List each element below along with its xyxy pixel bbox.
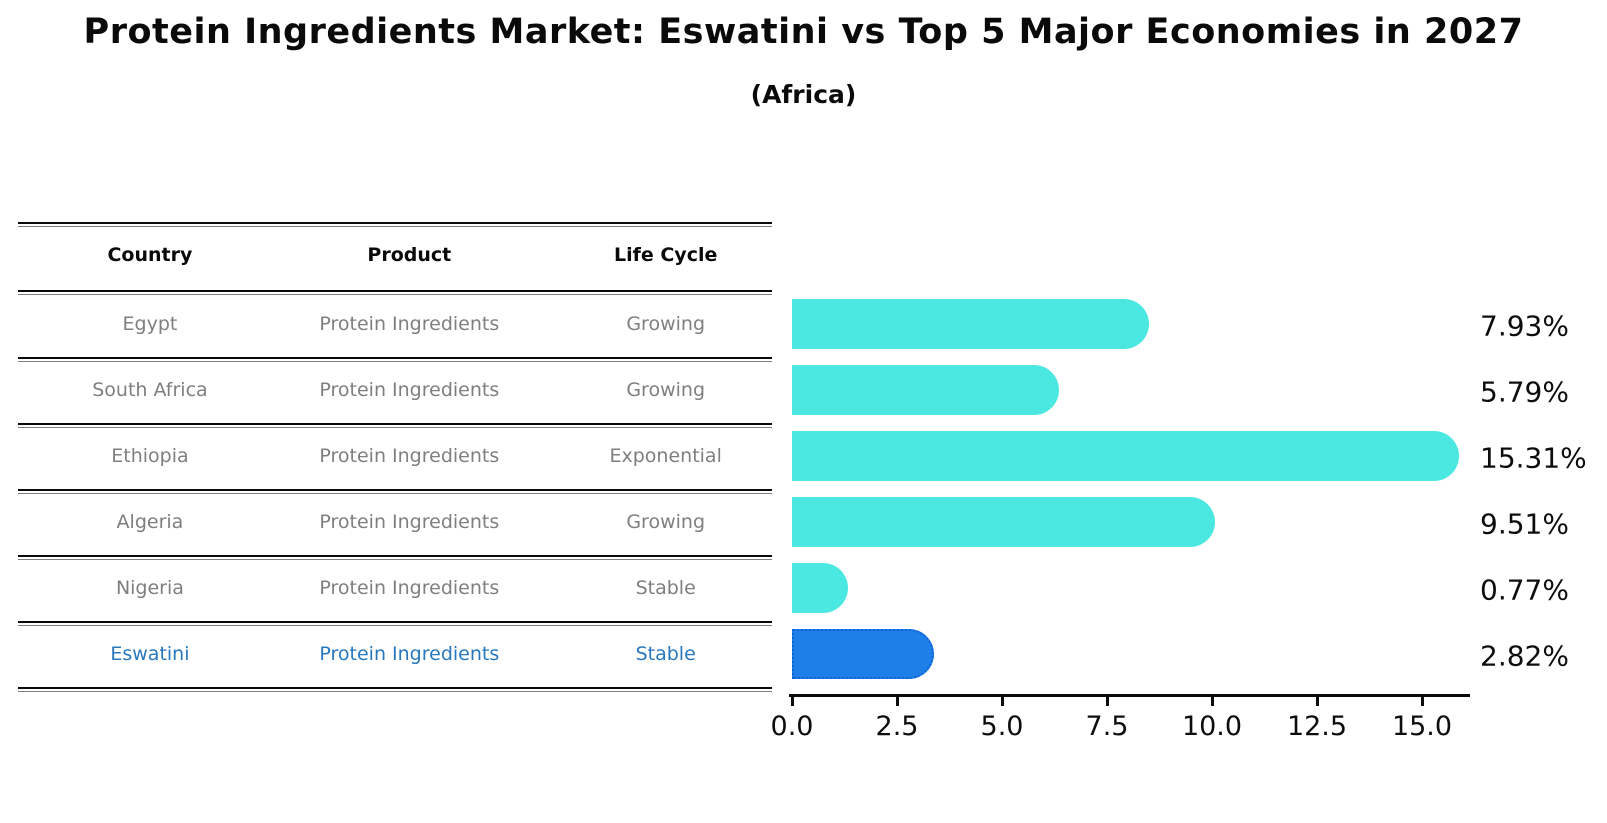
x-axis-tick [1316, 697, 1319, 706]
table-cell-product: Protein Ingredients [319, 577, 500, 599]
x-axis-tick [1211, 697, 1214, 706]
table-row-rule [18, 290, 772, 295]
x-axis-tick [1106, 697, 1109, 706]
table-cell-product: Protein Ingredients [319, 643, 500, 665]
table-cell-life-cycle: Stable [635, 643, 696, 665]
x-axis-tick-label: 15.0 [1391, 711, 1453, 742]
table-cell-life-cycle: Growing [626, 379, 706, 401]
table-cell-life-cycle: Exponential [609, 445, 722, 467]
bar-value-label: 9.51% [1480, 507, 1569, 541]
bar-eswatini-highlight [792, 629, 934, 679]
table-cell-life-cycle: Stable [635, 577, 696, 599]
table-bottom-rule [18, 687, 772, 692]
bar-value-label: 2.82% [1480, 639, 1569, 673]
table-cell-country: Nigeria [115, 577, 184, 599]
bar [792, 431, 1459, 481]
x-axis-tick-label: 0.0 [770, 711, 814, 742]
x-axis-tick [896, 697, 899, 706]
bar [792, 365, 1059, 415]
bar-value-label: 15.31% [1480, 441, 1587, 475]
table-cell-product: Protein Ingredients [319, 511, 500, 533]
table-cell-product: Protein Ingredients [319, 379, 500, 401]
table-cell-life-cycle: Growing [626, 511, 706, 533]
table-cell-country: Egypt [122, 312, 178, 335]
x-axis-tick-label: 5.0 [980, 711, 1024, 742]
table-row-rule [18, 423, 772, 428]
table-cell-country: South Africa [92, 379, 208, 401]
x-axis-line [789, 694, 1470, 697]
x-axis-tick-label: 12.5 [1286, 711, 1348, 742]
table-cell-country: Eswatini [110, 643, 190, 665]
table-header-cell: Country [107, 244, 193, 266]
table-row-rule [18, 555, 772, 560]
table-row-rule [18, 621, 772, 626]
table-cell-country: Algeria [116, 511, 184, 533]
bar [792, 497, 1215, 547]
x-axis-tick-label: 7.5 [1085, 711, 1129, 742]
table-cell-life-cycle: Growing [626, 312, 706, 335]
x-axis-tick [791, 697, 794, 706]
table-top-rule [18, 222, 772, 227]
bar-value-label: 7.93% [1480, 309, 1569, 342]
table-cell-product: Protein Ingredients [319, 445, 500, 467]
table-row-rule [18, 357, 772, 362]
table-row-rule [18, 489, 772, 494]
bar-value-label: 5.79% [1480, 375, 1569, 409]
chart-title: Protein Ingredients Market: Eswatini vs … [83, 12, 1524, 52]
table-cell-product: Protein Ingredients [319, 312, 500, 335]
x-axis-tick [1001, 697, 1004, 706]
x-axis-tick-label: 10.0 [1181, 711, 1243, 742]
x-axis-tick [1421, 697, 1424, 706]
table-header-cell: Life Cycle [613, 244, 718, 266]
table-cell-country: Ethiopia [111, 445, 189, 467]
bar [792, 298, 1149, 349]
x-axis-tick-label: 2.5 [875, 711, 919, 742]
table-header-cell: Product [367, 244, 452, 266]
chart-subtitle: (Africa) [750, 80, 857, 109]
bar-value-label: 0.77% [1480, 573, 1569, 607]
bar [792, 563, 848, 613]
